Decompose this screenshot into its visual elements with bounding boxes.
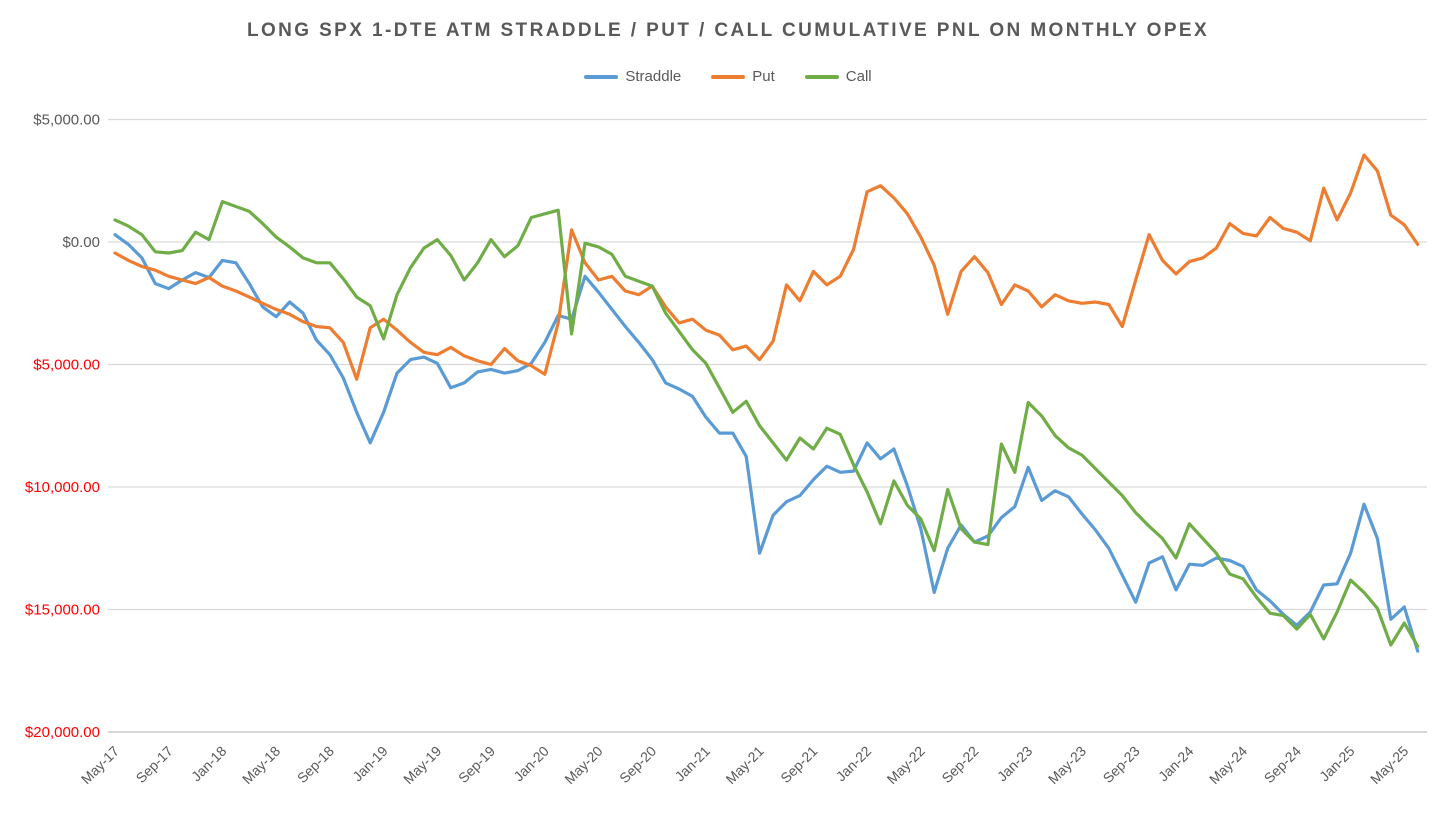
x-axis-tick-label: Sep-19 [455,743,498,786]
x-axis-tick-label: Sep-24 [1261,743,1304,786]
legend-item-put[interactable]: Put [711,68,775,85]
x-axis-tick-label: Jan-24 [1155,743,1197,785]
legend-swatch-call-icon [804,74,839,79]
legend-item-call[interactable]: Call [804,68,872,85]
x-axis-tick-label: Jan-25 [1316,743,1358,785]
x-axis-tick-label: May-24 [1206,743,1250,787]
y-axis-tick-label: $5,000.00 [33,112,100,129]
x-axis-tick-label: Sep-23 [1100,743,1143,786]
x-axis-tick-label: May-21 [722,743,766,787]
y-axis-tick-label: $10,000.00 [25,479,100,496]
x-axis-tick-label: Sep-20 [616,743,659,786]
x-axis-tick-label: Jan-19 [349,743,391,785]
x-axis-tick-label: Sep-18 [294,743,337,786]
legend-swatch-straddle-icon [584,74,619,79]
legend-label: Call [845,68,872,85]
x-axis-tick-label: Sep-17 [133,743,176,786]
y-axis-tick-label: $0.00 [62,234,100,251]
legend-item-straddle[interactable]: Straddle [584,68,681,85]
x-axis-tick-label: May-23 [1045,743,1089,787]
legend-swatch-put-icon [711,74,746,79]
y-axis-tick-label: $5,000.00 [33,357,100,374]
legend-label: Straddle [625,68,682,85]
chart-title: LONG SPX 1-DTE ATM STRADDLE / PUT / CALL… [246,20,1210,41]
x-axis-tick-label: May-20 [561,743,605,787]
series-line-put [113,153,1420,381]
x-axis-tick-label: May-19 [400,743,444,787]
legend-label: Put [752,68,775,85]
series-line-straddle [113,233,1420,653]
x-axis-tick-label: Jan-20 [510,743,552,785]
x-axis-tick-label: Sep-21 [777,743,820,786]
x-axis-tick-label: Jan-21 [671,743,713,785]
x-axis-tick-label: May-25 [1367,743,1411,787]
series-line-call [113,200,1420,648]
x-axis-tick-label: Jan-18 [188,743,230,785]
x-axis-tick-label: May-17 [78,743,122,787]
x-axis-tick-label: May-22 [884,743,928,787]
y-axis-tick-label: $20,000.00 [25,724,100,741]
x-axis-tick-label: Jan-23 [994,743,1036,785]
y-axis-tick-label: $15,000.00 [25,602,100,619]
x-axis-tick-label: Jan-22 [833,743,875,785]
chart-legend: Straddle Put Call [0,68,1456,85]
x-axis-tick-label: May-18 [239,743,283,787]
x-axis-tick-label: Sep-22 [938,743,981,786]
